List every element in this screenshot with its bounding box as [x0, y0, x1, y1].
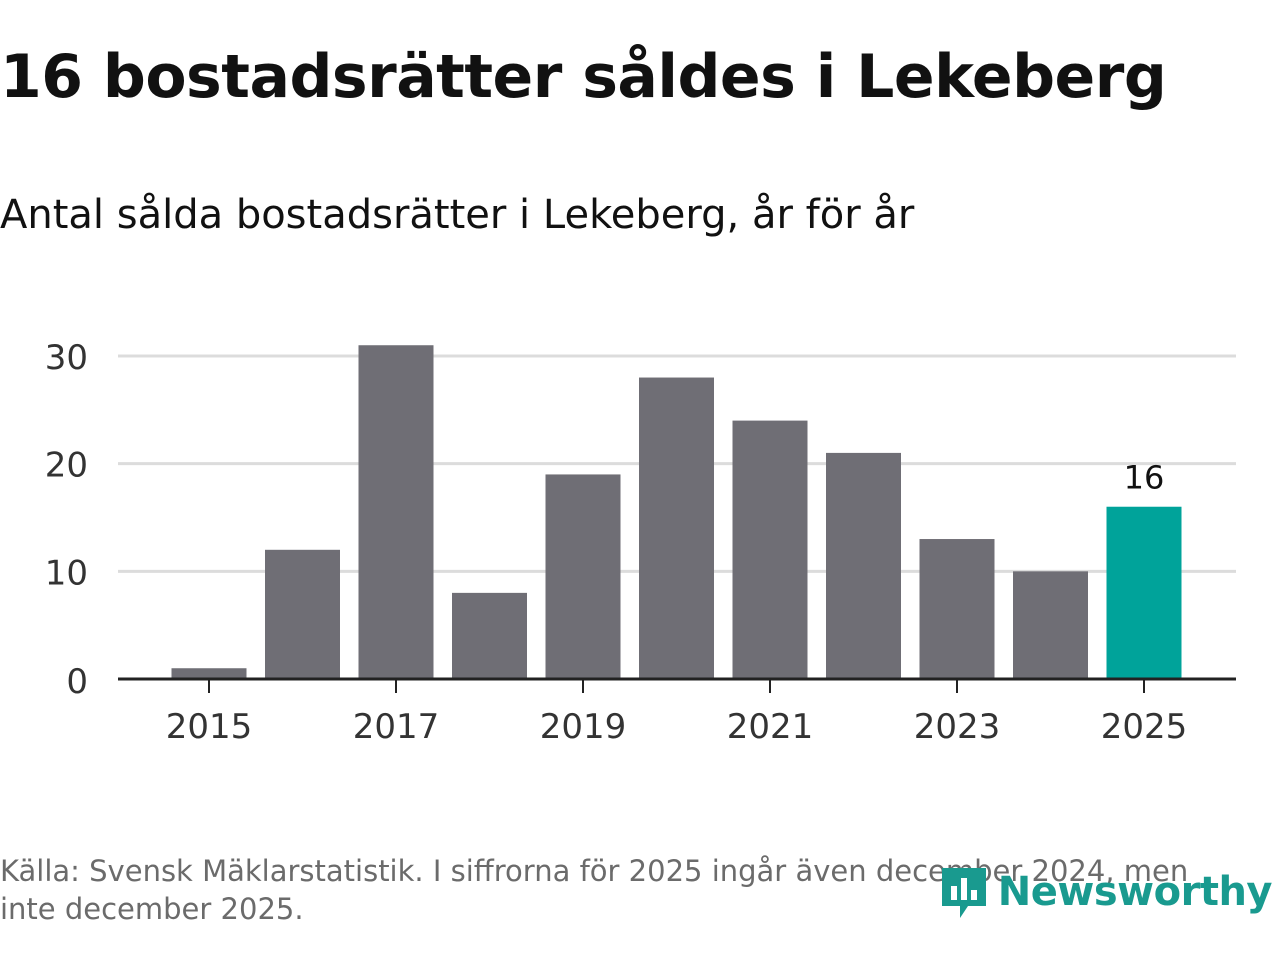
x-tick-label-2021: 2021 — [727, 707, 814, 747]
bar-2019 — [545, 474, 621, 679]
y-tick-label-20: 20 — [45, 446, 88, 486]
x-tick-label-2019: 2019 — [540, 707, 627, 747]
chart-subtitle: Antal sålda bostadsrätter i Lekeberg, år… — [0, 192, 915, 238]
bar-2016 — [265, 549, 340, 679]
bar-2021 — [732, 420, 808, 679]
newsworthy-logo-icon — [941, 868, 986, 918]
bar-2025 — [1106, 506, 1182, 679]
brand-logo: Newsworthy — [938, 862, 1273, 922]
y-tick-label-30: 30 — [45, 338, 88, 378]
bar-2022 — [826, 452, 901, 679]
y-tick-label-10: 10 — [45, 553, 88, 593]
bar-chart: 0 10 20 30 2015 2017 2019 2021 2023 2025 16 — [45, 338, 1236, 747]
bar-2015 — [171, 668, 247, 679]
data-label-2025: 16 — [1124, 459, 1165, 497]
bar-2017 — [358, 345, 434, 679]
brand-name: Newsworthy — [997, 869, 1273, 915]
x-tick-label-2025: 2025 — [1101, 707, 1188, 747]
bar-2023 — [919, 539, 995, 679]
x-tick-label-2023: 2023 — [914, 707, 1001, 747]
y-tick-label-0: 0 — [66, 662, 88, 702]
chart-title: 16 bostadsrätter såldes i Lekeberg — [0, 42, 1167, 112]
source-footnote: Källa: Svensk Mäklarstatistik. I siffror… — [0, 854, 1189, 926]
bar-2018 — [452, 592, 527, 679]
x-tick-label-2015: 2015 — [166, 707, 253, 747]
x-tick-label-2017: 2017 — [353, 707, 440, 747]
bar-2024 — [1013, 571, 1088, 679]
bar-2020 — [639, 377, 714, 679]
